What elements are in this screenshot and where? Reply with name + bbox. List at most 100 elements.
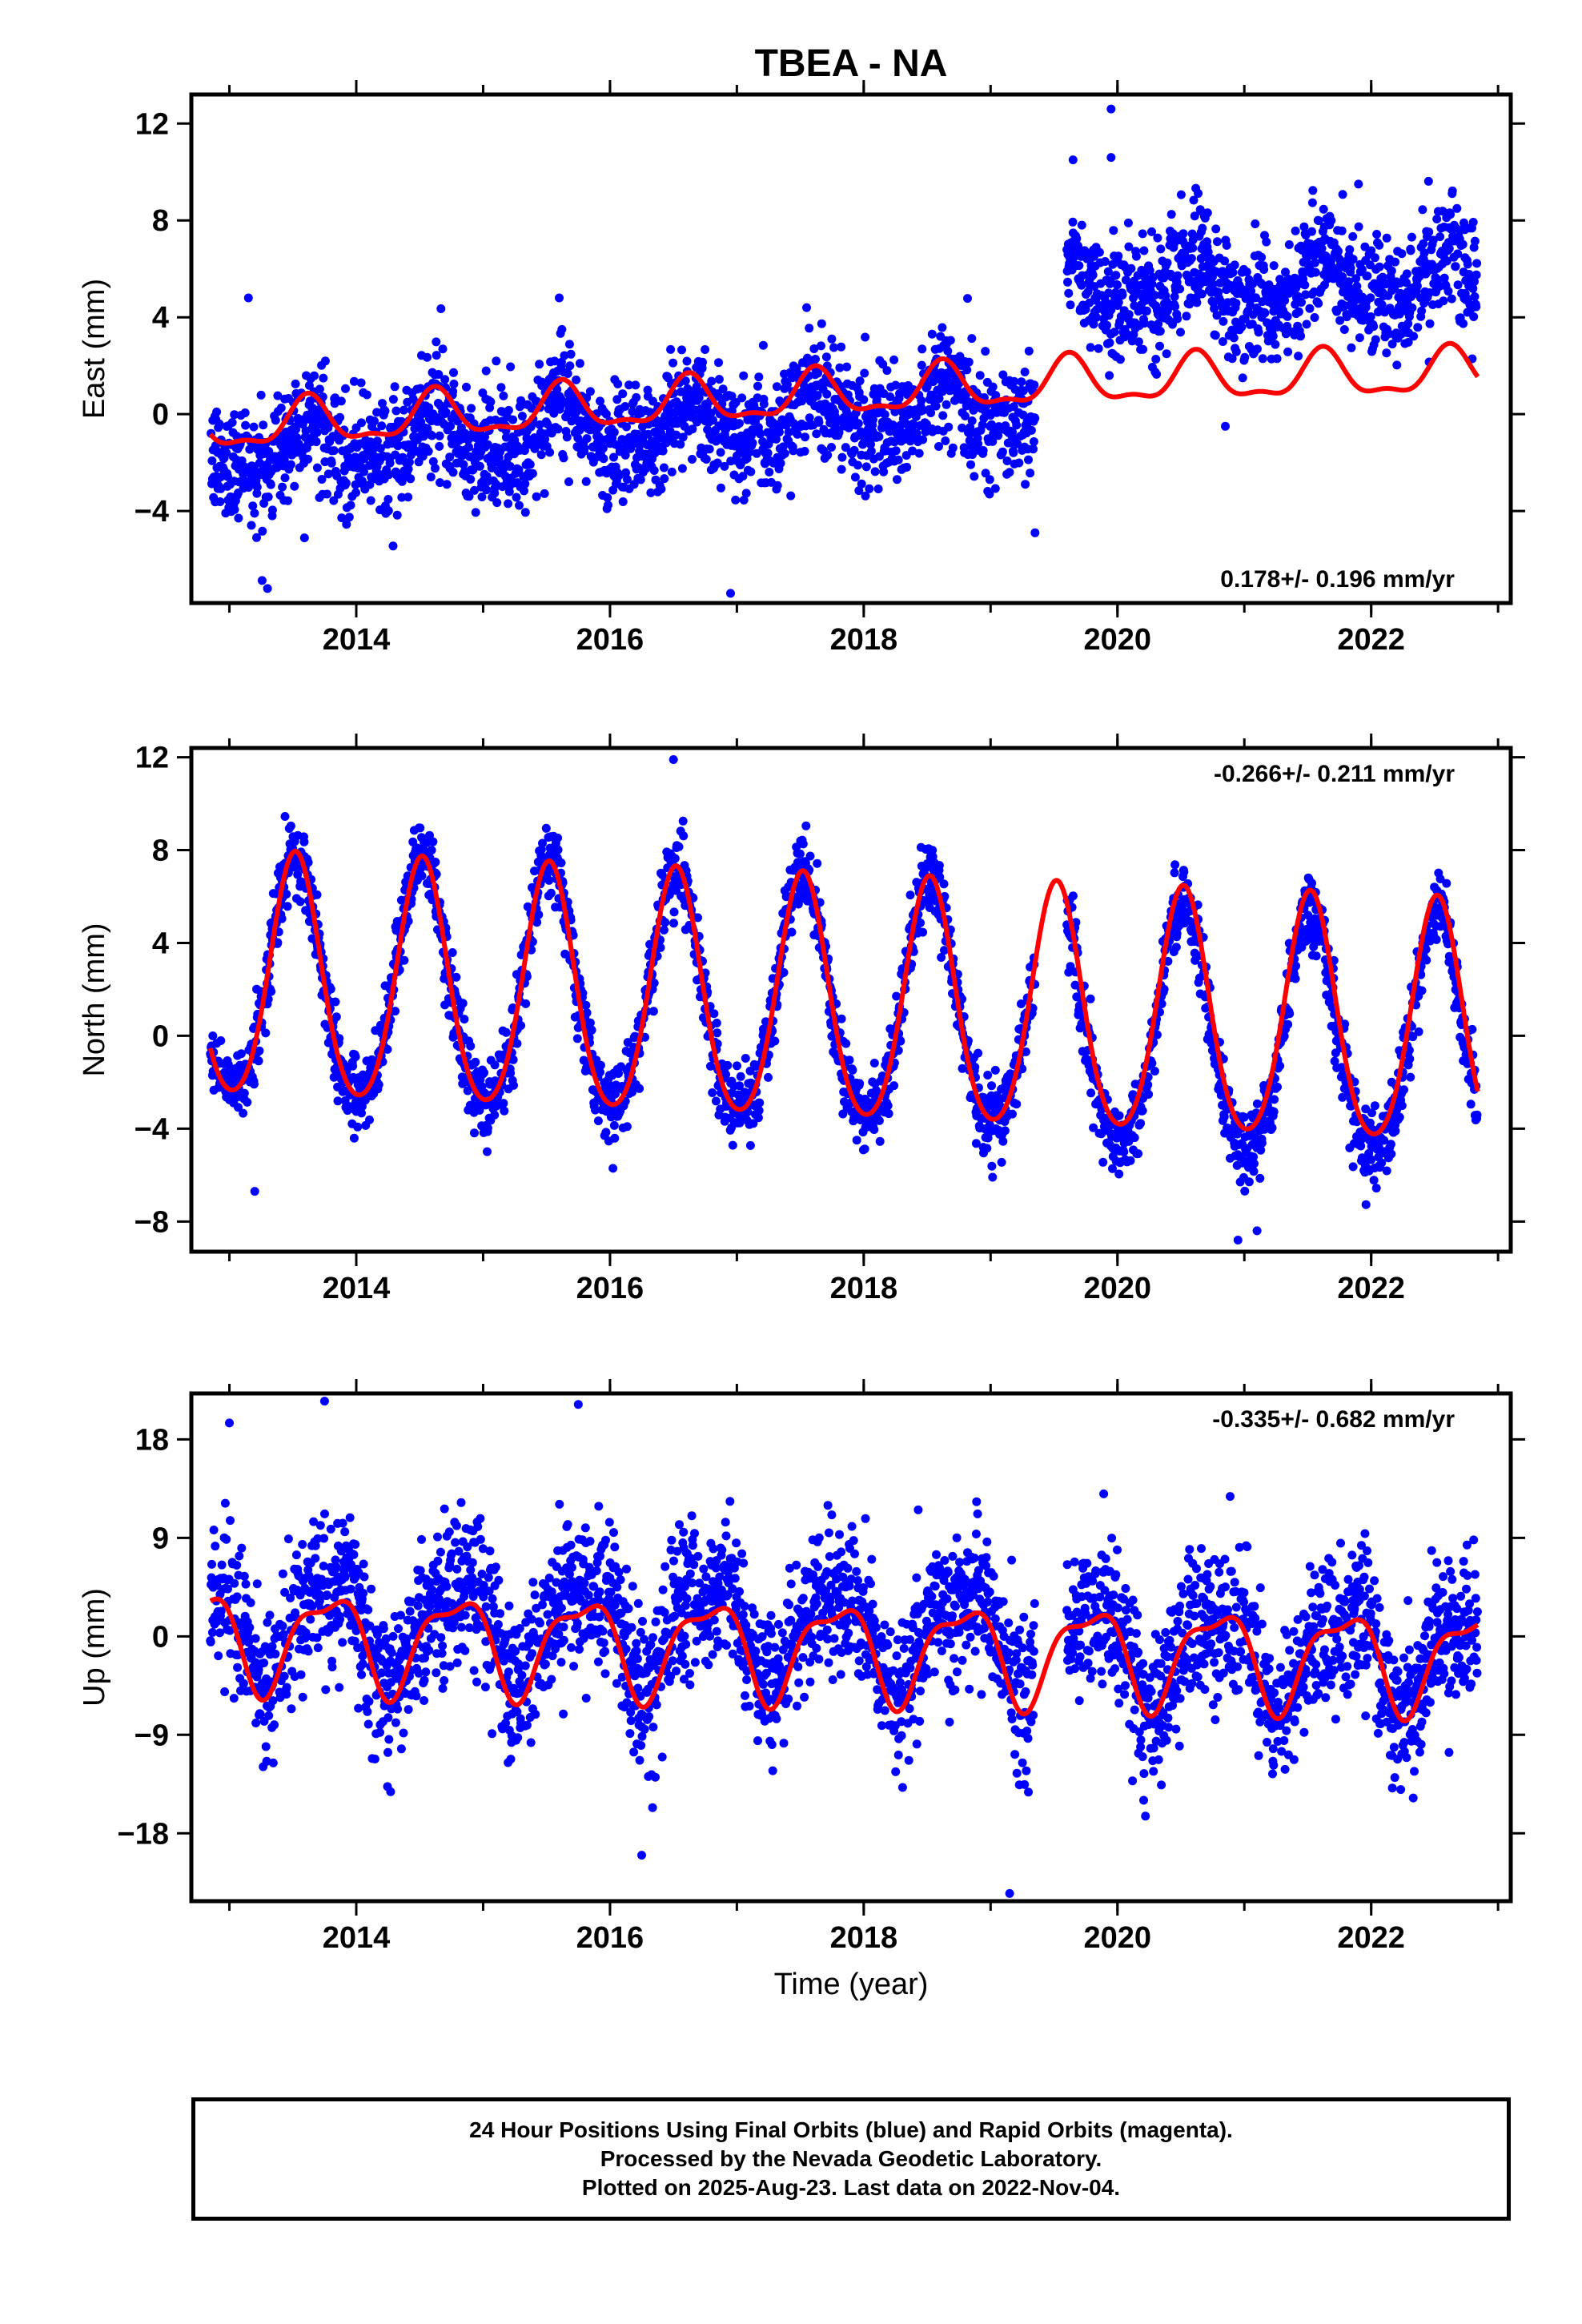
data-point xyxy=(681,376,690,386)
data-point xyxy=(1153,233,1162,243)
data-point xyxy=(356,378,366,388)
data-point xyxy=(572,1034,582,1043)
data-point xyxy=(870,467,880,476)
data-point xyxy=(391,1007,400,1016)
data-point xyxy=(1446,210,1456,219)
data-point xyxy=(1472,302,1481,312)
data-point xyxy=(1395,309,1404,319)
data-point xyxy=(1024,346,1034,356)
data-point xyxy=(537,377,547,387)
data-point xyxy=(916,918,925,927)
data-point xyxy=(1372,230,1382,239)
data-point xyxy=(948,443,958,452)
data-point xyxy=(759,400,769,408)
data-point xyxy=(1268,332,1278,341)
observations-east xyxy=(207,104,1482,598)
data-point xyxy=(701,455,711,464)
data-point xyxy=(282,890,291,899)
data-point xyxy=(967,334,977,344)
data-point xyxy=(408,394,418,404)
data-point xyxy=(1122,330,1132,340)
data-point xyxy=(670,854,680,863)
data-point xyxy=(841,443,850,452)
data-point xyxy=(1026,425,1036,435)
data-point xyxy=(645,939,655,949)
data-point xyxy=(372,436,382,446)
data-point xyxy=(1002,456,1012,465)
data-point xyxy=(841,1039,851,1048)
data-point xyxy=(874,432,884,441)
data-point xyxy=(460,1015,469,1024)
data-point xyxy=(708,1088,717,1097)
data-point xyxy=(1111,271,1121,280)
data-point xyxy=(609,1120,619,1130)
data-point xyxy=(294,439,303,448)
data-point xyxy=(1124,242,1134,251)
data-point xyxy=(1251,293,1261,303)
data-point xyxy=(377,421,387,431)
data-point xyxy=(1229,333,1239,343)
data-point xyxy=(714,358,723,368)
data-point xyxy=(1105,338,1114,348)
data-point xyxy=(553,845,563,854)
data-point xyxy=(223,472,232,481)
data-point xyxy=(1335,316,1345,325)
data-point xyxy=(342,520,351,529)
data-point xyxy=(1198,223,1207,233)
data-point xyxy=(942,400,951,409)
data-point xyxy=(1222,240,1231,250)
data-point xyxy=(239,1088,249,1098)
data-point xyxy=(241,420,251,430)
data-point xyxy=(726,589,735,598)
data-point xyxy=(837,342,846,352)
data-point xyxy=(656,943,665,952)
data-point xyxy=(1102,299,1111,308)
data-point xyxy=(483,1147,492,1156)
chart-title: TBEA - NA xyxy=(755,42,948,85)
data-point xyxy=(1339,325,1349,334)
data-point xyxy=(335,412,345,422)
data-point xyxy=(1375,262,1384,271)
data-point xyxy=(467,404,476,413)
data-point xyxy=(1284,240,1294,249)
data-point xyxy=(528,468,537,478)
data-point xyxy=(279,454,289,464)
data-point xyxy=(1145,266,1154,275)
data-point xyxy=(1254,328,1263,337)
y-tick-label: −4 xyxy=(135,495,169,529)
data-point xyxy=(505,461,515,471)
data-point xyxy=(665,890,674,899)
data-point xyxy=(257,576,267,585)
data-point xyxy=(943,346,953,356)
data-point xyxy=(327,458,336,468)
data-point xyxy=(773,480,782,490)
data-point xyxy=(496,383,506,392)
data-point xyxy=(1424,227,1434,237)
data-point xyxy=(609,452,618,462)
data-point xyxy=(914,448,924,458)
data-point xyxy=(477,493,487,501)
data-point xyxy=(299,837,309,846)
data-point xyxy=(787,927,797,937)
data-point xyxy=(446,421,456,431)
data-point xyxy=(1017,377,1026,387)
data-point xyxy=(618,389,628,399)
data-point xyxy=(896,420,905,430)
data-point xyxy=(666,344,676,354)
data-point xyxy=(448,468,458,477)
data-point xyxy=(883,1101,893,1111)
data-point xyxy=(1218,337,1227,346)
data-point xyxy=(335,1034,344,1043)
data-point xyxy=(752,448,761,458)
data-point xyxy=(248,501,258,511)
data-point xyxy=(861,491,870,501)
data-point xyxy=(709,1009,719,1019)
data-point xyxy=(1092,312,1101,322)
data-point xyxy=(693,913,702,923)
data-point xyxy=(492,356,501,366)
data-point xyxy=(477,1082,487,1092)
data-point xyxy=(786,491,796,501)
data-point xyxy=(885,392,895,401)
data-point xyxy=(809,344,819,353)
data-point xyxy=(431,464,440,473)
